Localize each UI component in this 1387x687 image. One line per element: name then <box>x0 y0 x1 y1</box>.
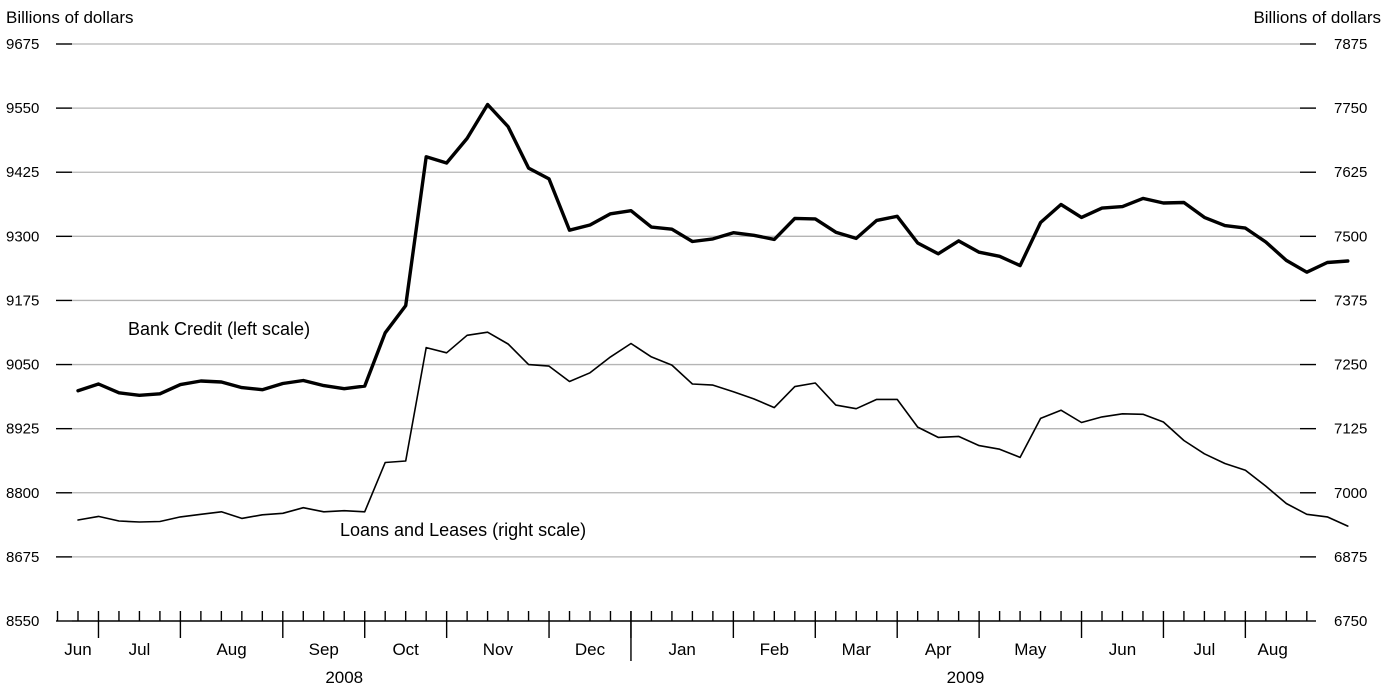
month-label: Feb <box>760 640 789 659</box>
label-layer: Billions of dollars Billions of dollars … <box>6 8 1381 540</box>
month-label: Aug <box>1258 640 1288 659</box>
left-tick-label: 9425 <box>6 164 39 181</box>
month-label: May <box>1014 640 1047 659</box>
bank-credit-annotation: Bank Credit (left scale) <box>128 319 310 339</box>
left-tick-label: 9300 <box>6 228 39 245</box>
left-tick-label: 8550 <box>6 613 39 630</box>
right-tick-label: 7375 <box>1334 292 1367 309</box>
right-tick-label: 7250 <box>1334 357 1367 374</box>
right-tick-label: 7000 <box>1334 485 1367 502</box>
bank-credit-line <box>76 102 1350 397</box>
right-tick-label: 7500 <box>1334 228 1367 245</box>
month-label: Nov <box>483 640 514 659</box>
loans-leases-annotation: Loans and Leases (right scale) <box>340 520 586 540</box>
month-label: Mar <box>842 640 872 659</box>
month-label: Apr <box>925 640 952 659</box>
left-axis-title: Billions of dollars <box>6 8 134 27</box>
grid-layer <box>72 43 1300 558</box>
month-label: Aug <box>216 640 246 659</box>
month-label: Jun <box>1109 640 1136 659</box>
axis-layer: 9675 9550 9425 9300 9175 9050 8925 8800 8675 8550… <box>6 36 1367 687</box>
right-tick-label: 7125 <box>1334 421 1367 438</box>
right-tick-label: 6875 <box>1334 549 1367 566</box>
year-label: 2009 <box>947 668 985 687</box>
right-tick-label: 7625 <box>1334 164 1367 181</box>
month-label: Dec <box>575 640 606 659</box>
left-tick-label: 8675 <box>6 549 39 566</box>
right-tick-label: 6750 <box>1334 613 1367 630</box>
left-tick-label: 8925 <box>6 421 39 438</box>
month-label: Jun <box>64 640 91 659</box>
year-label: 2008 <box>325 668 363 687</box>
left-tick-label: 9050 <box>6 357 39 374</box>
right-tick-label: 7750 <box>1334 100 1367 117</box>
right-tick-label: 7875 <box>1334 36 1367 53</box>
month-label: Oct <box>392 640 419 659</box>
month-label: Sep <box>309 640 339 659</box>
loans-leases-line <box>77 331 1349 527</box>
left-tick-label: 9175 <box>6 292 39 309</box>
series-layer <box>76 102 1350 527</box>
left-tick-label: 9675 <box>6 36 39 53</box>
left-tick-label: 9550 <box>6 100 39 117</box>
month-label: Jan <box>668 640 695 659</box>
month-label: Jul <box>129 640 151 659</box>
right-axis-title: Billions of dollars <box>1253 8 1381 27</box>
month-label: Jul <box>1194 640 1216 659</box>
left-tick-label: 8800 <box>6 485 39 502</box>
